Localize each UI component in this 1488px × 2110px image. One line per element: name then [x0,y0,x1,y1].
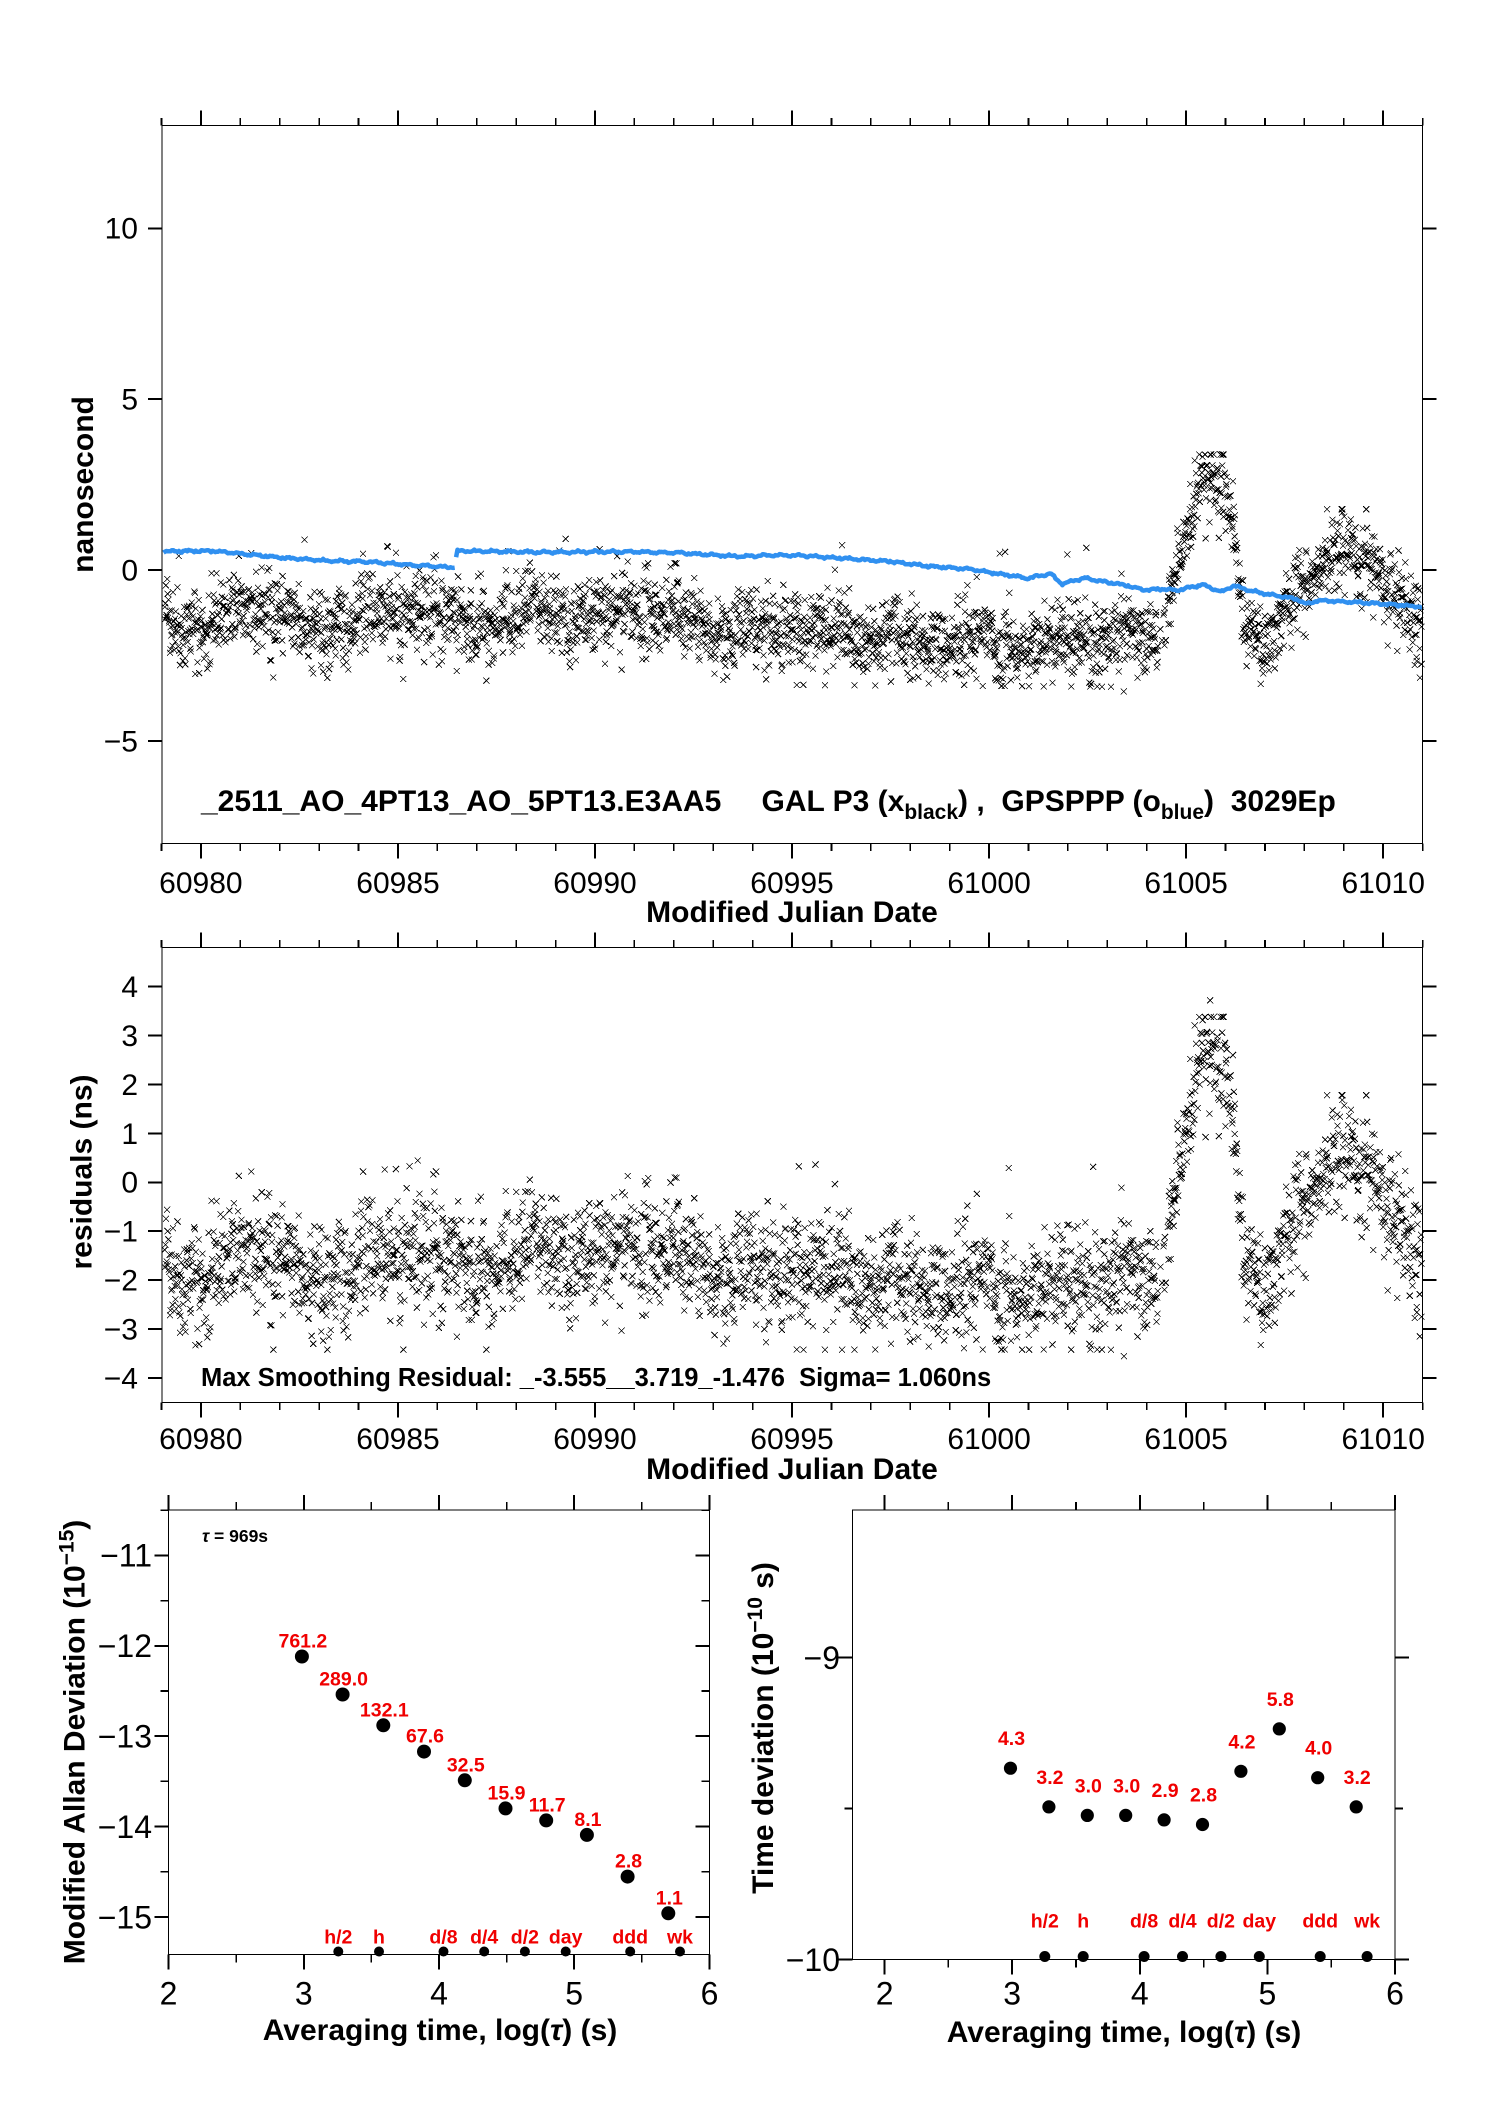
svg-text:2.9: 2.9 [1152,1780,1179,1802]
svg-text:61010: 61010 [1341,867,1424,900]
svg-text:2: 2 [876,1976,894,2012]
svg-text:Time deviation (10−10 s): Time deviation (10−10 s) [744,1562,780,1894]
svg-text:61005: 61005 [1144,867,1227,900]
svg-text:3: 3 [121,1020,138,1053]
svg-text:4.3: 4.3 [998,1728,1025,1750]
svg-text:Averaging time, log(τ) (s): Averaging time, log(τ) (s) [947,2016,1302,2049]
svg-text:−11: −11 [100,1538,152,1574]
svg-text:2.8: 2.8 [615,1851,642,1873]
svg-text:h: h [1077,1911,1089,1933]
svg-text:4.2: 4.2 [1228,1731,1255,1753]
svg-text:_2511_AO_4PT13_AO_5PT13.E3AA5: _2511_AO_4PT13_AO_5PT13.E3AA5 [200,785,721,818]
svg-text:60995: 60995 [750,867,833,900]
svg-text:h/2: h/2 [1031,1911,1059,1933]
svg-text:−4: −4 [104,1362,138,1395]
svg-text:4: 4 [430,1976,448,2012]
svg-text:d/4: d/4 [470,1927,498,1949]
svg-text:2: 2 [160,1976,178,2012]
svg-text:h: h [373,1927,385,1949]
svg-text:761.2: 761.2 [278,1631,327,1653]
svg-text:Modified Julian Date: Modified Julian Date [646,1453,938,1486]
svg-text:d/8: d/8 [1130,1911,1158,1933]
svg-text:10: 10 [105,213,138,246]
svg-text:132.1: 132.1 [360,1699,409,1721]
svg-text:61005: 61005 [1144,1423,1227,1456]
svg-text:0: 0 [121,555,138,588]
svg-text:ddd: ddd [1302,1911,1338,1933]
svg-text:−12: −12 [98,1628,152,1664]
svg-text:h/2: h/2 [324,1927,352,1949]
svg-text:61000: 61000 [947,1423,1030,1456]
svg-text:60990: 60990 [553,867,636,900]
svg-text:Modified Allan Deviation (10−1: Modified Allan Deviation (10−15) [56,1520,92,1965]
svg-text:3: 3 [1003,1976,1021,2012]
svg-text:6: 6 [1386,1976,1404,2012]
svg-text:Modified Julian Date: Modified Julian Date [646,896,938,929]
svg-text:289.0: 289.0 [319,1669,368,1691]
svg-text:d/2: d/2 [511,1927,539,1949]
svg-text:2.8: 2.8 [1190,1785,1217,1807]
svg-text:67.6: 67.6 [406,1726,444,1748]
svg-text:−14: −14 [98,1809,152,1845]
svg-text:−3: −3 [104,1314,138,1347]
svg-text:day: day [549,1927,583,1949]
svg-text:60990: 60990 [553,1423,636,1456]
svg-text:6: 6 [701,1976,719,2012]
svg-text:ddd: ddd [612,1927,648,1949]
svg-text:wk: wk [1353,1911,1380,1933]
svg-text:residuals (ns): residuals (ns) [66,1074,99,1269]
svg-text:5: 5 [1259,1976,1277,2012]
svg-text:d/4: d/4 [1168,1911,1196,1933]
svg-text:−9: −9 [804,1640,840,1676]
svg-text:Averaging time, log(τ) (s): Averaging time, log(τ) (s) [263,2014,618,2047]
svg-text:8.1: 8.1 [574,1809,601,1831]
svg-text:60985: 60985 [356,1423,439,1456]
svg-text:60980: 60980 [159,867,242,900]
svg-text:4.0: 4.0 [1305,1738,1332,1760]
svg-text:3.2: 3.2 [1036,1767,1063,1789]
svg-text:−15: −15 [98,1899,152,1935]
svg-text:4: 4 [1131,1976,1149,2012]
svg-text:60985: 60985 [356,867,439,900]
svg-text:32.5: 32.5 [447,1754,485,1776]
svg-text:5: 5 [565,1976,583,2012]
svg-text:4: 4 [121,971,138,1004]
svg-text:d/2: d/2 [1207,1911,1235,1933]
svg-text:2: 2 [121,1069,138,1102]
svg-text:τ = 969s: τ = 969s [202,1526,268,1546]
svg-text:Max Smoothing Residual: _-3.55: Max Smoothing Residual: _-3.555__3.719_-… [201,1364,991,1392]
svg-text:1: 1 [121,1118,138,1151]
svg-text:5.8: 5.8 [1267,1689,1294,1711]
svg-text:day: day [1242,1911,1276,1933]
svg-text:−13: −13 [98,1719,152,1755]
svg-text:5: 5 [121,384,138,417]
svg-text:0: 0 [121,1167,138,1200]
svg-text:−2: −2 [104,1265,138,1298]
svg-text:nanosecond: nanosecond [67,396,100,573]
svg-text:3.0: 3.0 [1113,1775,1140,1797]
svg-text:−1: −1 [104,1216,138,1249]
svg-text:15.9: 15.9 [488,1782,526,1804]
svg-text:11.7: 11.7 [529,1794,566,1816]
svg-text:61010: 61010 [1341,1423,1424,1456]
svg-text:60995: 60995 [750,1423,833,1456]
svg-text:wk: wk [666,1927,693,1949]
svg-text:3.2: 3.2 [1344,1767,1371,1789]
svg-text:GAL P3 (xblack) , GPSPPP (obl: GAL P3 (xblack) , GPSPPP (oblue) 3029Ep [762,785,1336,824]
svg-text:61000: 61000 [947,867,1030,900]
svg-text:d/8: d/8 [429,1927,457,1949]
svg-text:60980: 60980 [159,1423,242,1456]
svg-text:3.0: 3.0 [1075,1775,1102,1797]
svg-text:3: 3 [295,1976,313,2012]
svg-text:−10: −10 [786,1942,840,1978]
svg-text:−5: −5 [104,725,138,758]
svg-text:1.1: 1.1 [656,1887,683,1909]
